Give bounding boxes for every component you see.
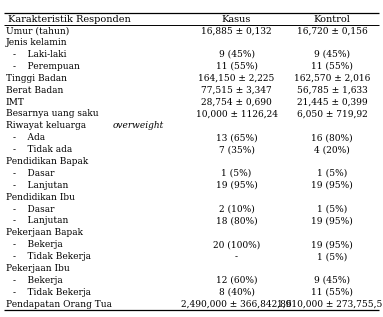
Text: 9 (45%): 9 (45%): [219, 50, 254, 59]
Text: 9 (45%): 9 (45%): [314, 50, 350, 59]
Text: -    Dasar: - Dasar: [13, 204, 55, 214]
Text: 6,050 ± 719,92: 6,050 ± 719,92: [297, 109, 368, 119]
Text: 19 (95%): 19 (95%): [311, 217, 353, 225]
Text: 77,515 ± 3,347: 77,515 ± 3,347: [201, 86, 272, 95]
Text: 9 (45%): 9 (45%): [314, 276, 350, 285]
Text: Pendidikan Ibu: Pendidikan Ibu: [6, 193, 75, 202]
Text: -    Perempuan: - Perempuan: [13, 62, 80, 71]
Text: overweight: overweight: [113, 121, 164, 130]
Text: 28,754 ± 0,690: 28,754 ± 0,690: [201, 98, 272, 107]
Text: 16 (80%): 16 (80%): [311, 133, 353, 142]
Text: 4 (20%): 4 (20%): [314, 145, 350, 154]
Text: 12 (60%): 12 (60%): [216, 276, 257, 285]
Text: 19 (95%): 19 (95%): [311, 181, 353, 190]
Text: Karakteristik Responden: Karakteristik Responden: [8, 15, 130, 24]
Text: 1 (5%): 1 (5%): [317, 169, 347, 178]
Text: 16,885 ± 0,132: 16,885 ± 0,132: [201, 26, 272, 35]
Text: Riwayat keluarga: Riwayat keluarga: [6, 121, 89, 130]
Text: -    Laki-laki: - Laki-laki: [13, 50, 67, 59]
Text: 2,490,000 ± 366,842,86: 2,490,000 ± 366,842,86: [181, 300, 292, 309]
Text: -    Tidak Bekerja: - Tidak Bekerja: [13, 252, 92, 261]
Text: 162,570 ± 2,016: 162,570 ± 2,016: [294, 74, 370, 83]
Text: 8 (40%): 8 (40%): [219, 288, 254, 297]
Text: Besarnya uang saku: Besarnya uang saku: [6, 109, 98, 119]
Text: -    Tidak ada: - Tidak ada: [13, 145, 73, 154]
Text: Pendidikan Bapak: Pendidikan Bapak: [6, 157, 88, 166]
Text: Berat Badan: Berat Badan: [6, 86, 63, 95]
Text: 10,000 ± 1126,24: 10,000 ± 1126,24: [195, 109, 278, 119]
Text: 1,910,000 ± 273,755,56: 1,910,000 ± 273,755,56: [277, 300, 383, 309]
Text: 19 (95%): 19 (95%): [216, 181, 257, 190]
Text: 56,785 ± 1,633: 56,785 ± 1,633: [297, 86, 368, 95]
Text: 21,445 ± 0,399: 21,445 ± 0,399: [297, 98, 368, 107]
Text: Tinggi Badan: Tinggi Badan: [6, 74, 67, 83]
Text: 11 (55%): 11 (55%): [311, 62, 353, 71]
Text: -    Bekerja: - Bekerja: [13, 240, 63, 249]
Text: 1 (5%): 1 (5%): [317, 252, 347, 261]
Text: Pekerjaan Ibu: Pekerjaan Ibu: [6, 264, 69, 273]
Text: Pendapatan Orang Tua: Pendapatan Orang Tua: [6, 300, 112, 309]
Text: Kasus: Kasus: [222, 15, 251, 24]
Text: -    Lanjutan: - Lanjutan: [13, 217, 69, 225]
Text: -: -: [235, 252, 238, 261]
Text: Jenis kelamin: Jenis kelamin: [6, 38, 67, 47]
Text: -    Tidak Bekerja: - Tidak Bekerja: [13, 288, 92, 297]
Text: -    Bekerja: - Bekerja: [13, 276, 63, 285]
Text: 2 (10%): 2 (10%): [219, 204, 254, 214]
Text: 13 (65%): 13 (65%): [216, 133, 257, 142]
Text: Umur (tahun): Umur (tahun): [6, 26, 69, 35]
Text: 11 (55%): 11 (55%): [311, 288, 353, 297]
Text: 164,150 ± 2,225: 164,150 ± 2,225: [198, 74, 275, 83]
Text: IMT: IMT: [6, 98, 25, 107]
Text: 1 (5%): 1 (5%): [317, 204, 347, 214]
Text: -    Ada: - Ada: [13, 133, 46, 142]
Text: 11 (55%): 11 (55%): [216, 62, 257, 71]
Text: 18 (80%): 18 (80%): [216, 217, 257, 225]
Text: 7 (35%): 7 (35%): [219, 145, 254, 154]
Text: -    Dasar: - Dasar: [13, 169, 55, 178]
Text: Kontrol: Kontrol: [314, 15, 351, 24]
Text: Pekerjaan Bapak: Pekerjaan Bapak: [6, 228, 83, 237]
Text: -    Lanjutan: - Lanjutan: [13, 181, 69, 190]
Text: 19 (95%): 19 (95%): [311, 240, 353, 249]
Text: 1 (5%): 1 (5%): [221, 169, 252, 178]
Text: 20 (100%): 20 (100%): [213, 240, 260, 249]
Text: 16,720 ± 0,156: 16,720 ± 0,156: [297, 26, 368, 35]
